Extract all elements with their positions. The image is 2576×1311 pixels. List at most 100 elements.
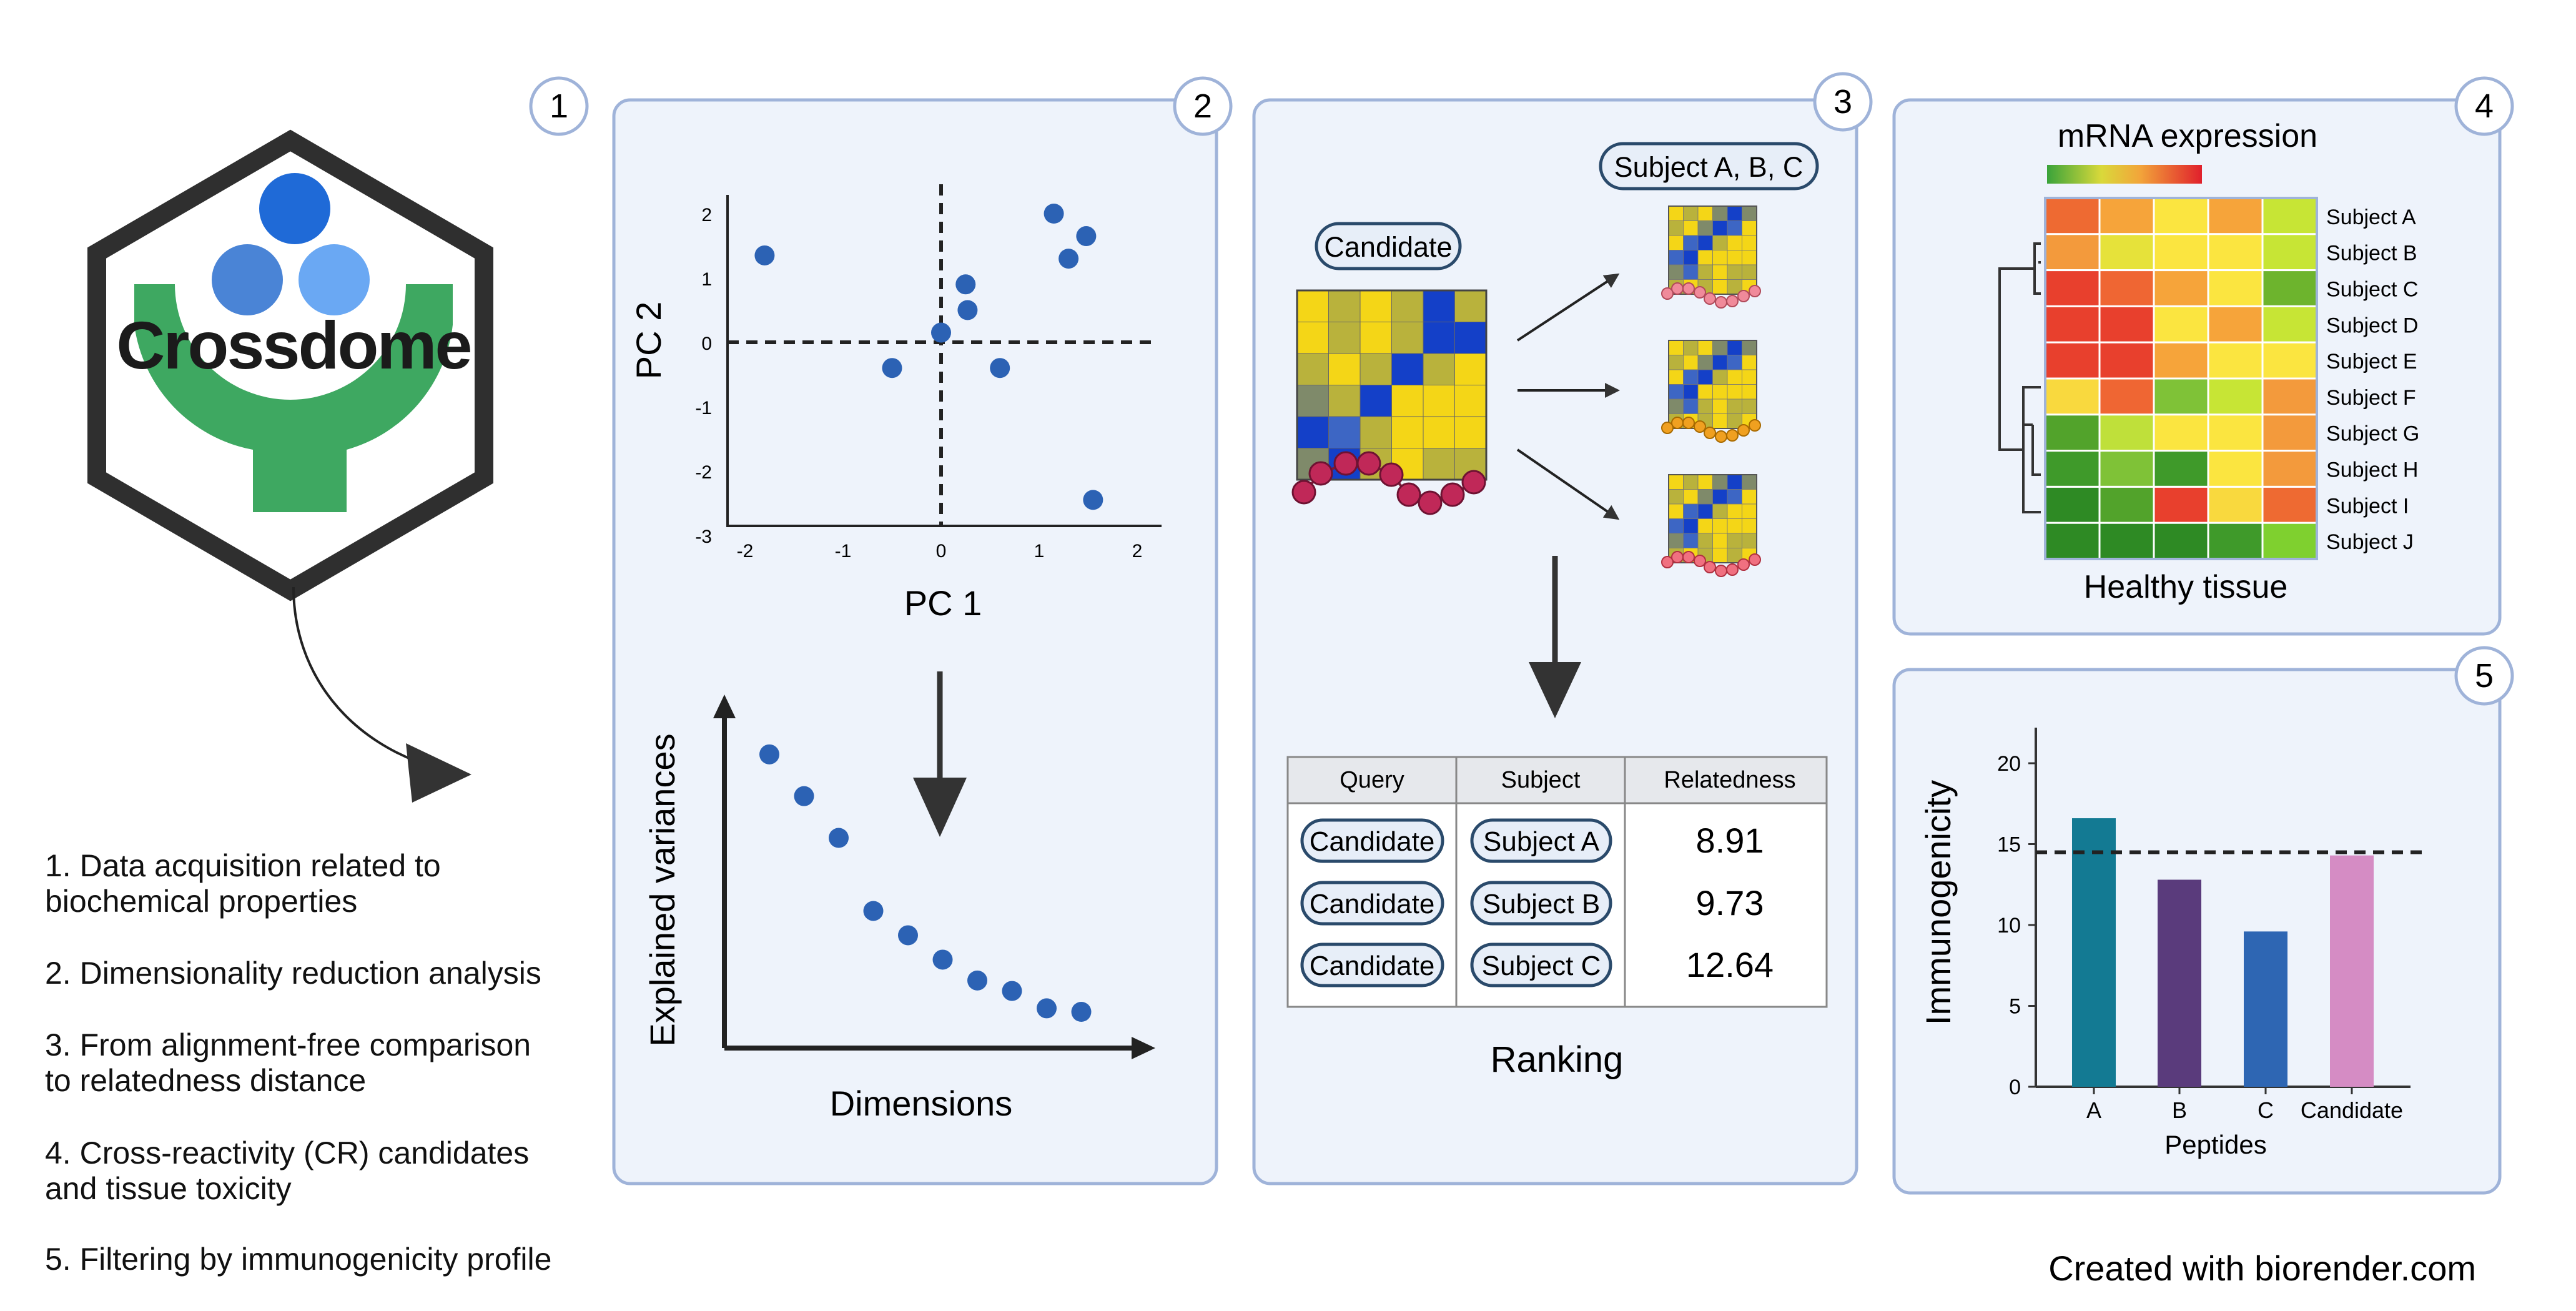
- table-header-query: Query: [1340, 767, 1404, 793]
- matrix-cell: [1697, 533, 1713, 548]
- matrix-cell: [1697, 384, 1713, 400]
- matrix-cell: [1668, 369, 1684, 385]
- matrix-cell: [1391, 385, 1424, 417]
- peptide-bead: [1694, 286, 1706, 299]
- matrix-cell: [1697, 220, 1713, 236]
- bar-y-tick-label: 10: [1997, 914, 2021, 937]
- bar-ylabel: Immunogenicity: [1918, 780, 1958, 1025]
- peptide-bead: [1737, 558, 1750, 571]
- ranking-table: Query Subject Relatedness Candidate Subj…: [1286, 756, 1828, 1008]
- bar: [2244, 931, 2287, 1087]
- matrix-cell: [1683, 398, 1699, 414]
- matrix-cell: [1423, 448, 1455, 480]
- heatmap-row-label: Subject J: [2326, 530, 2414, 554]
- heatmap-row-label: Subject D: [2326, 314, 2418, 337]
- heatmap-cell: [2153, 197, 2209, 235]
- heatmap-cell: [2153, 450, 2209, 488]
- peptide-bead: [1661, 287, 1674, 300]
- heatmap-cell: [2098, 377, 2155, 416]
- peptide-bead: [1715, 296, 1727, 309]
- peptide-bead: [1356, 451, 1381, 476]
- pca-ylabel: PC 2: [629, 302, 668, 380]
- matrix-cell: [1742, 503, 1757, 519]
- svg-text:3: 3: [1833, 83, 1852, 121]
- peptide-bead: [1737, 424, 1750, 437]
- peptide-bead: [1704, 427, 1716, 439]
- matrix-cell: [1742, 384, 1757, 400]
- peptide-bead: [1704, 292, 1716, 305]
- heatmap-cell: [2098, 305, 2155, 344]
- matrix-cell: [1697, 398, 1713, 414]
- pca-y-tick-label: -1: [695, 398, 712, 418]
- matrix-cell: [1712, 489, 1728, 505]
- matrix-cell: [1727, 220, 1742, 236]
- matrix-cell: [1742, 340, 1757, 355]
- bar: [2158, 879, 2201, 1087]
- panel-number-4: 4: [2454, 76, 2514, 136]
- heatmap-cell: [2098, 485, 2155, 524]
- pca-x-tick-label: -2: [737, 541, 754, 562]
- matrix-cell: [1742, 250, 1757, 265]
- pca-x-tick-label: -1: [835, 541, 852, 562]
- matrix-cell: [1712, 533, 1728, 548]
- matrix-cell: [1712, 413, 1728, 429]
- heatmap-cell: [2044, 450, 2101, 488]
- bar-x-tick-label: A: [2086, 1097, 2101, 1123]
- matrix-cell: [1360, 290, 1392, 322]
- heatmap-cell: [2098, 197, 2155, 235]
- heatmap-cell: [2207, 377, 2264, 416]
- heatmap-cell: [2261, 377, 2318, 416]
- peptide-bead: [1694, 420, 1706, 433]
- matrix-cell: [1727, 250, 1742, 265]
- matrix-cell: [1697, 369, 1713, 385]
- matrix-cell: [1683, 518, 1699, 534]
- heatmap-cell: [2261, 522, 2318, 560]
- immunogenicity-chart: 0 5 10 15 20 A B C Candidate Peptides Immunogen…: [1918, 728, 2429, 1159]
- legend-item: 1. Data acquisition related to biochemic…: [45, 848, 441, 919]
- matrix-cell: [1697, 264, 1713, 280]
- matrix-cell: [1423, 290, 1455, 322]
- scree-ylabel: Explained variances: [643, 733, 682, 1046]
- matrix-cell: [1697, 355, 1713, 370]
- heatmap-row-label: Subject C: [2326, 278, 2418, 302]
- matrix-cell: [1742, 355, 1757, 370]
- table-header-relatedness: Relatedness: [1664, 767, 1795, 793]
- bar: [2072, 818, 2116, 1087]
- matrix-cell: [1712, 474, 1728, 490]
- peptide-bead: [1749, 419, 1761, 432]
- legend-line: 5. Filtering by immunogenicity profile: [45, 1242, 552, 1277]
- panel-number-1: 1: [529, 76, 589, 136]
- matrix-cell: [1742, 205, 1757, 221]
- matrix-cell: [1296, 290, 1329, 322]
- subjects-pill: Subject A, B, C: [1599, 142, 1819, 190]
- matrix-cell: [1683, 533, 1699, 548]
- matrix-cell: [1712, 220, 1728, 236]
- heatmap-cell: [2153, 522, 2209, 560]
- matrix-cell: [1683, 384, 1699, 400]
- scree-point: [759, 744, 779, 764]
- matrix-cell: [1668, 518, 1684, 534]
- heatmap-cell: [2261, 233, 2318, 272]
- heatmap-cell: [2261, 485, 2318, 524]
- candidate-pill: Candidate: [1315, 222, 1462, 270]
- matrix-cell: [1697, 474, 1713, 490]
- logo-circle-left: [212, 244, 283, 315]
- pca-point: [931, 322, 951, 343]
- scree-plot: Dimensions Explained variances: [643, 695, 1155, 1123]
- matrix-cell: [1668, 398, 1684, 414]
- subject-matrices: [1661, 205, 1761, 577]
- matrix-cell: [1683, 355, 1699, 370]
- svg-text:1: 1: [550, 87, 568, 125]
- heatmap-cell: [2153, 485, 2209, 524]
- heatmap-cell: [2207, 450, 2264, 488]
- matrix-cell: [1296, 385, 1329, 417]
- matrix-cell: [1683, 503, 1699, 519]
- heatmap-cell: [2153, 341, 2209, 380]
- legend-line: to relatedness distance: [45, 1063, 367, 1098]
- matrix-cell: [1742, 489, 1757, 505]
- matrix-cell: [1296, 353, 1329, 385]
- heatmap-cell: [2098, 269, 2155, 307]
- scree-x-arrowhead: [1132, 1037, 1155, 1059]
- heatmap-cell: [2261, 197, 2318, 235]
